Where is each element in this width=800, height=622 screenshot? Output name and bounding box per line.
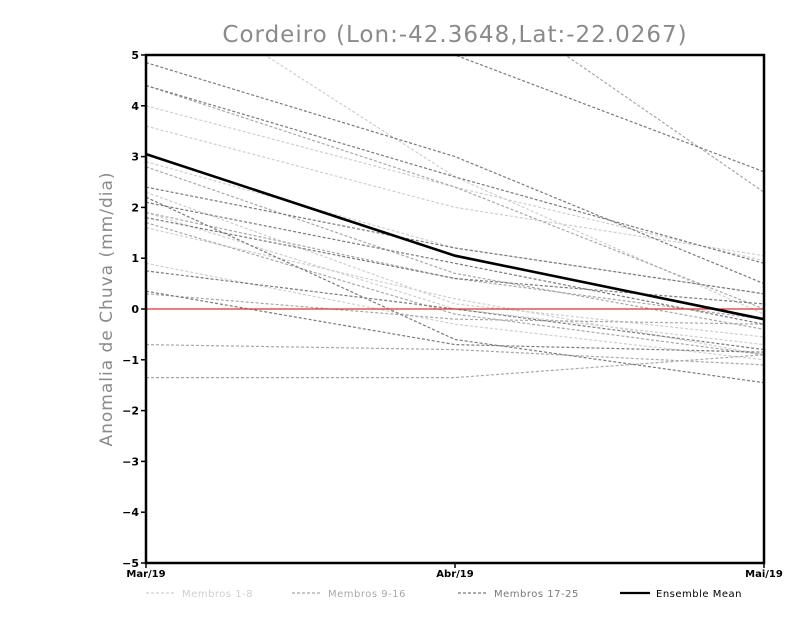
ensemble-member-line-25 — [146, 196, 764, 384]
y-tick-label: 1 — [131, 252, 139, 265]
ensemble-member-line-7 — [146, 161, 764, 295]
y-tick-label: 3 — [131, 151, 139, 164]
y-tick-label: 5 — [131, 49, 139, 62]
y-tick-label: 2 — [131, 201, 139, 214]
series-layer — [146, 55, 764, 384]
x-tick-label: Abr/19 — [436, 569, 473, 580]
chart-title: Cordeiro (Lon:-42.3648,Lat:-22.0267) — [222, 22, 687, 48]
ensemble-member-line-11 — [146, 166, 764, 330]
ensemble-member-line-17 — [146, 62, 764, 285]
ensemble-member-line-1 — [146, 125, 764, 257]
ensemble-member-line-20 — [146, 201, 764, 325]
legend-label: Membros 1-8 — [182, 589, 253, 600]
x-axis-ticks: Mar/19 Abr/19 Mai/19 — [126, 563, 783, 580]
y-tick-label: 0 — [131, 303, 139, 316]
y-tick-label: −5 — [122, 557, 139, 570]
ensemble-member-line-12 — [146, 211, 764, 320]
y-tick-label: −2 — [122, 405, 139, 418]
legend: Membros 1-8 Membros 9-16 Membros 17-25 Ense… — [146, 589, 742, 600]
y-axis-ticks: −5 −4 −3 −2 −1 0 1 2 3 4 5 — [122, 49, 146, 570]
y-tick-label: −1 — [122, 354, 139, 367]
x-tick-label: Mar/19 — [126, 569, 165, 580]
ensemble-member-line-13 — [146, 222, 764, 356]
legend-label: Ensemble Mean — [656, 589, 742, 600]
legend-label: Membros 17-25 — [494, 589, 579, 600]
ensemble-mean-line — [146, 152, 764, 321]
ensemble-member-line-4 — [146, 191, 764, 338]
ensemble-member-line-14 — [146, 293, 764, 325]
y-tick-label: −3 — [122, 455, 139, 468]
ensemble-member-line-2 — [146, 105, 764, 262]
legend-label: Membros 9-16 — [328, 589, 406, 600]
ensemble-member-line-16 — [146, 354, 764, 379]
ensemble-member-line-8 — [146, 262, 764, 361]
y-tick-label: 4 — [131, 100, 139, 113]
ensemble-member-line-21 — [146, 217, 764, 305]
y-tick-label: −4 — [122, 506, 139, 519]
ensemble-member-line-6 — [146, 227, 764, 356]
x-tick-label: Mai/19 — [745, 569, 783, 580]
y-axis-label: Anomalia de Chuva (mm/dia) — [97, 171, 117, 446]
ensemble-member-line-10 — [146, 84, 764, 310]
ensemble-member-line-18 — [146, 84, 764, 264]
ensemble-member-line-15 — [146, 344, 764, 366]
ensemble-member-line-5 — [146, 211, 764, 346]
mean-layer — [146, 152, 764, 321]
